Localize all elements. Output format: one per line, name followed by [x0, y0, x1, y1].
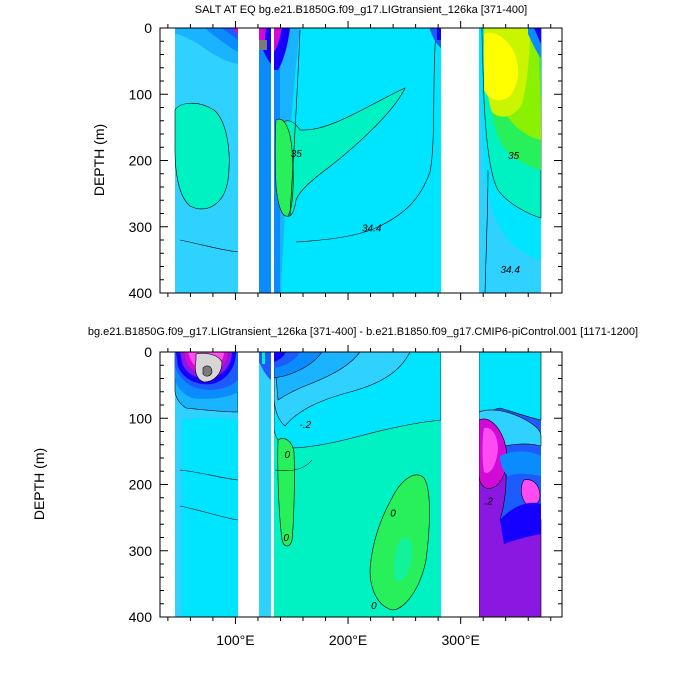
- bottom-land-2: [271, 352, 274, 617]
- x-tick-label: 100°E: [216, 632, 254, 648]
- bottom-west-cyan: [182, 417, 238, 617]
- contour-label: 35: [508, 151, 520, 162]
- bottom-land-3: [441, 352, 479, 617]
- bottom-west-gray-dark: [202, 365, 213, 377]
- y-tick-label: 0: [144, 344, 152, 360]
- bottom-contour-labels: -.2 0 0 0 0 .2: [283, 420, 493, 612]
- top-contour-labels: 35 35 34.4 34.4: [291, 149, 521, 276]
- x-tick-label: 200°E: [329, 632, 367, 648]
- x-tick-label: 300°E: [442, 632, 480, 648]
- bottom-green-pocket-east-core: [393, 537, 413, 581]
- y-tick-label: 400: [129, 285, 153, 301]
- top-west-surface-4: [232, 28, 238, 34]
- contour-label: -.2: [299, 420, 311, 431]
- contour-label: 0: [371, 601, 377, 612]
- top-land-1: [238, 28, 259, 293]
- y-tick-label: 300: [129, 543, 153, 559]
- y-tick-label: 100: [129, 86, 153, 102]
- bottom-atlantic-blue: [500, 451, 541, 476]
- top-chart-title: SALT AT EQ bg.e21.B1850G.f09_g17.LIGtran…: [195, 4, 527, 16]
- contour-label: 35: [291, 149, 303, 160]
- y-tick-label: 300: [129, 219, 153, 235]
- top-land-2: [271, 28, 274, 293]
- bottom-atlantic-pink: [482, 427, 498, 473]
- contour-label: .2: [485, 496, 494, 507]
- bottom-atlantic-navy: [500, 502, 541, 544]
- y-tick-label: 100: [129, 410, 153, 426]
- contour-label: 0: [390, 508, 396, 519]
- bottom-chart-title: bg.e21.B1850G.f09_g17.LIGtransient_126ka…: [88, 326, 638, 338]
- contour-label: 0: [284, 450, 290, 461]
- top-atlantic-east-surface-2: [534, 28, 541, 44]
- contour-label: 34.4: [500, 265, 520, 276]
- top-contour-3: [179, 239, 239, 253]
- bottom-channel-marker: [262, 352, 265, 364]
- bottom-contour-3: [179, 505, 239, 521]
- top-axis-ticks: 0 100 200 300 400: [129, 20, 562, 301]
- top-y-axis-label: DEPTH (m): [91, 124, 107, 196]
- bottom-contour-1: [274, 459, 313, 471]
- top-salinity-field: 35 35 34.4 34.4: [174, 28, 542, 293]
- bottom-green-pocket-west: [277, 438, 295, 547]
- contour-label: 0: [283, 533, 289, 544]
- y-tick-label: 400: [129, 609, 153, 625]
- top-central-core: [274, 118, 294, 217]
- bottom-central-navy: [274, 352, 286, 362]
- bottom-contour-2: [179, 469, 239, 481]
- y-tick-label: 0: [144, 20, 152, 36]
- top-gray-spot: [259, 40, 267, 50]
- y-tick-label: 200: [129, 153, 153, 169]
- top-west-tongue: [174, 102, 230, 210]
- top-land-3: [441, 28, 479, 293]
- top-east-edge-spot: [437, 28, 441, 40]
- bottom-axis-ticks: 0 100 200 300 400 100°E 200°E 300°E: [129, 344, 562, 648]
- top-contour-1: [289, 29, 301, 216]
- bottom-land-1: [238, 352, 259, 617]
- bottom-channel-strip: [259, 352, 271, 617]
- y-tick-label: 200: [129, 477, 153, 493]
- top-west-surface-3: [222, 28, 238, 40]
- bottom-panel: bg.e21.B1850G.f09_g17.LIGtransient_126ka…: [31, 326, 638, 648]
- top-contour-2: [295, 29, 437, 243]
- top-central-surface-2: [274, 28, 282, 52]
- top-atlantic-contour: [484, 169, 489, 293]
- top-panel: SALT AT EQ bg.e21.B1850G.f09_g17.LIGtran…: [91, 4, 563, 301]
- contour-label: 34.4: [362, 223, 382, 234]
- top-channel-strip: [259, 28, 271, 293]
- top-west-surface-2: [205, 28, 238, 52]
- bottom-y-axis-label: DEPTH (m): [31, 448, 47, 520]
- top-atlantic-yellow: [484, 32, 519, 101]
- bottom-difference-field: -.2 0 0 0 0 .2: [174, 352, 542, 617]
